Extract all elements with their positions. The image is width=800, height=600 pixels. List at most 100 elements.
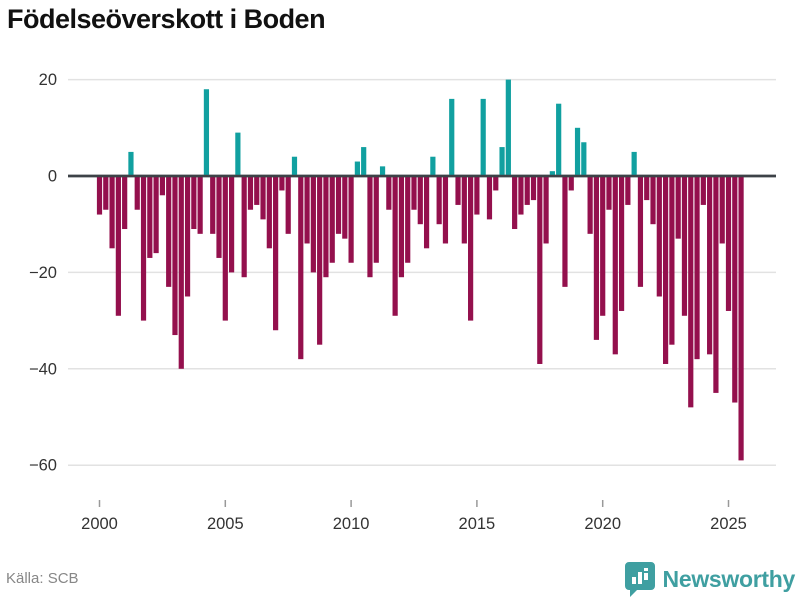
bar-2002-q3 (159, 176, 165, 196)
bar-2006-q4 (266, 176, 272, 249)
bar-2007-q3 (285, 176, 291, 234)
bar-2015-q2 (480, 98, 486, 176)
bar-2004-q4 (216, 176, 222, 258)
bar-2008-q4 (317, 176, 323, 345)
bar-2020-q4 (618, 176, 625, 311)
bar-2017-q4 (543, 176, 549, 244)
bar-2020-q2 (606, 176, 612, 210)
bar-2024-q1 (700, 176, 706, 205)
x-axis-tick-label: 2005 (207, 515, 244, 533)
bar-2001-q3 (134, 176, 140, 210)
bar-2008-q3 (310, 176, 316, 273)
bar-2008-q2 (304, 176, 310, 244)
bar-2014-q1 (449, 98, 455, 176)
bar-2012-q4 (417, 176, 423, 225)
bar-2019-q4 (593, 176, 600, 340)
bar-2011-q4 (392, 176, 398, 316)
bar-2014-q2 (455, 176, 461, 205)
bar-2005-q3 (235, 132, 241, 176)
bar-2022-q4 (669, 176, 675, 345)
bar-2022-q1 (650, 176, 656, 225)
bar-2000-q3 (109, 176, 115, 249)
bar-2015-q3 (486, 176, 493, 220)
bar-2002-q2 (153, 176, 159, 254)
bar-2018-q1 (549, 171, 555, 176)
x-axis-tick-label: 2000 (81, 515, 118, 533)
bar-2007-q1 (273, 176, 279, 331)
y-axis-tick-label: −60 (29, 457, 57, 475)
newsworthy-bubble-icon (624, 562, 655, 597)
bar-2016-q3 (512, 176, 518, 230)
bar-2015-q1 (474, 176, 480, 215)
bar-2010-q2 (354, 161, 360, 176)
bar-2010-q1 (348, 176, 354, 263)
bar-2025-q3 (738, 176, 744, 461)
bar-2024-q2 (707, 176, 713, 355)
bar-2021-q1 (625, 176, 631, 205)
bar-2011-q1 (373, 176, 379, 263)
bar-2024-q3 (713, 176, 719, 393)
page-title: Födelseöverskott i Boden (7, 4, 326, 34)
bar-2014-q3 (461, 176, 467, 244)
bar-2012-q3 (411, 176, 417, 210)
bar-2004-q2 (203, 89, 210, 176)
bar-2017-q3 (537, 176, 543, 364)
bar-2004-q1 (197, 176, 203, 234)
bar-2016-q2 (505, 79, 511, 176)
bar-2001-q4 (140, 176, 147, 321)
bar-2017-q1 (524, 176, 530, 205)
bar-2019-q3 (587, 176, 593, 234)
bar-2019-q1 (574, 127, 581, 176)
bar-2001-q2 (128, 151, 134, 176)
bar-2013-q3 (436, 176, 442, 225)
y-axis-tick-label: −40 (29, 360, 57, 378)
bar-2021-q3 (637, 176, 644, 287)
bar-2002-q1 (147, 176, 153, 258)
bar-2016-q1 (499, 147, 505, 176)
bar-2003-q3 (184, 176, 191, 297)
bar-2023-q1 (675, 176, 681, 239)
bar-2000-q2 (103, 176, 109, 210)
bar-2024-q4 (719, 176, 725, 244)
x-axis-tick-label: 2015 (459, 515, 496, 533)
bar-2010-q4 (367, 176, 373, 278)
bar-2007-q2 (279, 176, 285, 191)
y-axis-tick-label: −20 (29, 264, 57, 282)
bar-2013-q1 (423, 176, 430, 249)
bar-2012-q1 (398, 176, 405, 278)
bar-2021-q4 (644, 176, 650, 201)
bar-2020-q3 (612, 176, 618, 355)
bar-2019-q2 (581, 142, 587, 176)
bar-2003-q4 (191, 176, 197, 230)
bar-2025-q1 (725, 176, 732, 311)
bar-2023-q2 (681, 176, 688, 316)
bar-2005-q4 (241, 176, 247, 278)
bar-2022-q2 (656, 176, 662, 297)
bar-2018-q4 (568, 176, 574, 191)
newsworthy-logo: Newsworthy (624, 560, 796, 598)
brand-name: Newsworthy (662, 565, 796, 592)
bar-2018-q3 (562, 176, 568, 287)
bar-2009-q2 (329, 176, 335, 263)
bar-2014-q4 (468, 176, 474, 321)
bar-2015-q4 (493, 176, 499, 191)
bar-2013-q4 (442, 176, 449, 244)
bar-2013-q2 (430, 156, 436, 176)
bar-2005-q1 (222, 176, 228, 321)
bar-2002-q4 (166, 176, 172, 287)
y-axis-tick-label: 0 (48, 168, 57, 186)
y-axis-tick-label: 20 (39, 71, 57, 89)
source-note: Källa: SCB (6, 570, 79, 587)
bar-2001-q1 (122, 176, 128, 230)
bar-2008-q1 (298, 176, 304, 360)
x-axis-tick-label: 2025 (710, 515, 747, 533)
x-axis-tick-label: 2010 (333, 515, 370, 533)
bar-2020-q1 (600, 176, 606, 316)
bar-2011-q3 (386, 176, 392, 210)
bar-2006-q2 (254, 176, 260, 205)
bar-2000-q4 (115, 176, 121, 316)
bar-2017-q2 (530, 176, 537, 201)
x-axis-tick-label: 2020 (584, 515, 621, 533)
bar-2010-q3 (361, 147, 367, 176)
